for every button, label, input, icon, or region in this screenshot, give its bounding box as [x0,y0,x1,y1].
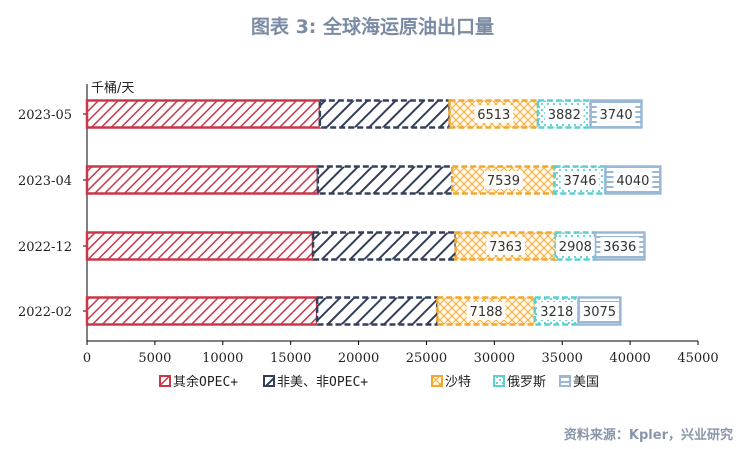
data-label-bg [486,237,526,255]
data-label-bg [596,105,636,123]
data-label-bg [580,302,619,320]
bar-segment [316,165,454,195]
data-label-bg [560,171,600,189]
data-label-bg [555,237,595,255]
x-tick-label: 30000 [474,351,515,366]
category-label: 2022-12 [18,240,72,255]
legend-swatch [263,375,275,387]
x-tick-label: 35000 [542,351,583,366]
legend-label: 俄罗斯 [507,375,546,390]
bar-segment [85,165,320,195]
category-label: 2023-04 [18,174,72,189]
data-label: 3636 [603,240,636,255]
bar-segment [85,99,322,129]
data-label: 3075 [583,305,616,320]
data-label: 7188 [470,305,503,320]
legend-label: 沙特 [445,375,471,390]
data-label: 3218 [540,305,573,320]
data-label-bg [544,105,584,123]
data-label-bg [613,171,653,189]
bar-segment [315,296,439,326]
bar-segment [85,296,319,326]
legend-label: 其余OPEC+ [173,374,238,390]
data-label: 2908 [559,240,592,255]
legend-label: 美国 [573,375,599,390]
data-label-bg [466,302,506,320]
legend-swatch [559,375,571,387]
x-tick-label: 0 [83,351,91,366]
data-label-bg [537,302,577,320]
legend-swatch [431,375,443,387]
bar-chart: 0 5000 10000 15000 20000 25000 30000 35000 40000… [18,81,719,390]
bar-segment [318,99,451,129]
data-label: 3746 [563,174,596,189]
data-label-bg [600,237,640,255]
data-label-bg [484,171,523,189]
x-tick-label: 40000 [609,351,650,366]
data-label: 3740 [600,108,633,123]
legend-swatch [493,375,505,387]
unit-label: 千桶/天 [91,81,134,96]
data-label: 7539 [487,174,520,189]
bar-segment [311,231,457,261]
x-tick-label: 5000 [138,351,171,366]
x-tick-label: 20000 [338,351,379,366]
x-tick-label: 45000 [677,351,718,366]
data-label: 3882 [548,108,581,123]
legend-label: 非美、非OPEC+ [277,375,368,390]
bar-segment [85,231,315,261]
x-tick-label: 10000 [202,351,243,366]
legend-swatch [159,375,171,387]
chart-title: 图表 3: 全球海运原油出口量 [250,16,495,38]
data-label-bg [474,105,514,123]
source-note: 资料来源：Kpler，兴业研究 [563,428,733,443]
x-tick-label: 15000 [270,351,311,366]
data-label: 4040 [616,174,649,189]
data-label: 6513 [477,108,510,123]
x-tick-label: 25000 [406,351,447,366]
category-label: 2023-05 [18,108,72,123]
data-label: 7363 [489,240,522,255]
category-label: 2022-02 [18,305,72,320]
